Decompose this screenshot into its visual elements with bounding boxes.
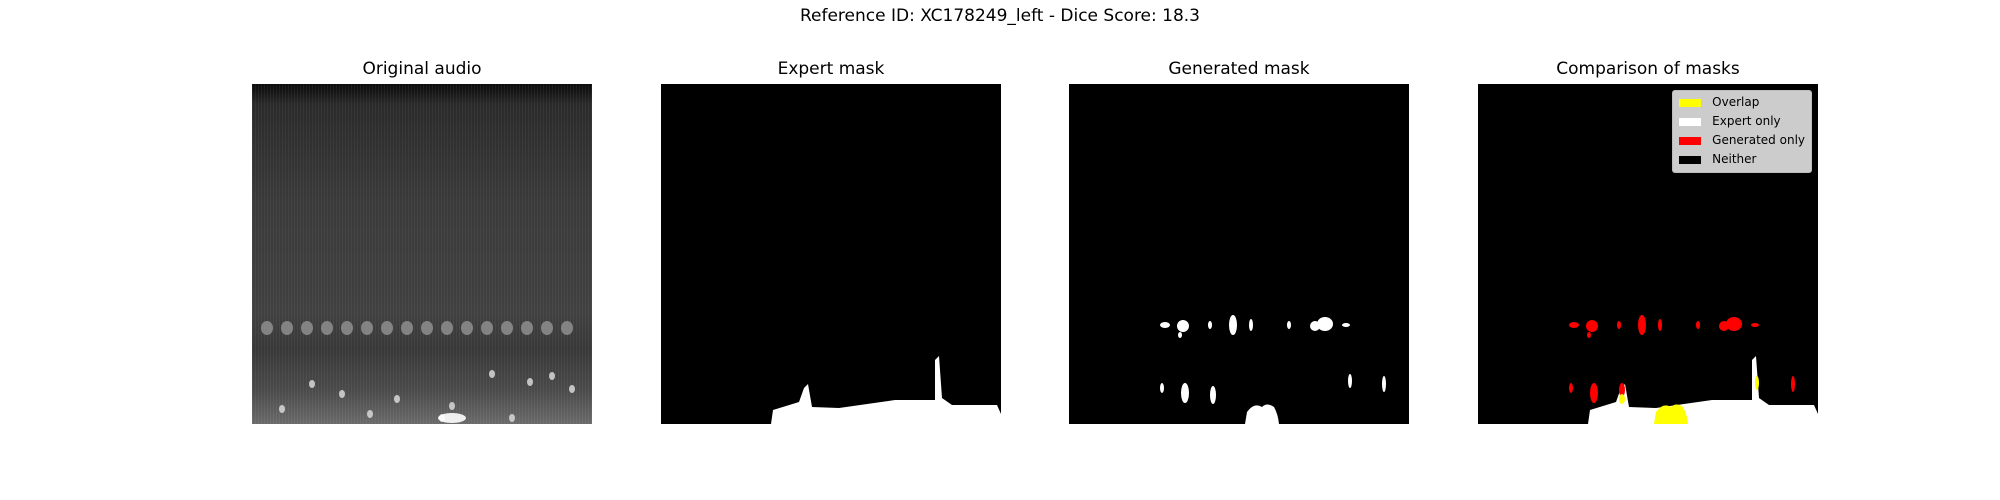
spectrogram-blob <box>361 321 373 335</box>
generated-blob <box>1229 315 1237 335</box>
spectrogram-blob <box>279 405 285 413</box>
generated-only-blob <box>1586 320 1598 332</box>
legend-label-generated-only: Generated only <box>1712 133 1805 147</box>
generated-only-blob <box>1638 315 1646 335</box>
spectrogram-blob <box>321 321 333 335</box>
spectrogram-blob <box>341 321 353 335</box>
generated-blob <box>1178 332 1182 338</box>
spectrogram-blob <box>501 321 513 335</box>
overlap-blob <box>1654 404 1688 424</box>
mask-legend: Overlap Expert only Generated only Neith… <box>1672 90 1812 173</box>
generated-blob <box>1181 383 1189 403</box>
generated-blob <box>1342 323 1350 327</box>
spectrogram-blob <box>481 321 493 335</box>
legend-item-expert-only: Expert only <box>1679 112 1805 131</box>
legend-item-generated-only: Generated only <box>1679 131 1805 150</box>
spectrogram-blob <box>509 414 515 422</box>
generated-only-blob <box>1590 383 1598 403</box>
legend-label-overlap: Overlap <box>1712 95 1760 109</box>
spectrogram-blob <box>521 321 533 335</box>
spectrogram-blob <box>489 370 495 378</box>
panel-title-expert-mask: Expert mask <box>777 59 885 79</box>
generated-only-blob <box>1569 322 1579 328</box>
generated-only-blob <box>1658 319 1662 331</box>
generated-only-blob <box>1587 332 1591 338</box>
spectrogram-events <box>261 321 575 423</box>
generated-blob <box>1208 321 1212 329</box>
generated-only-blob <box>1751 323 1759 327</box>
spectrogram-blob <box>527 378 533 386</box>
overlap-regions <box>1619 376 1759 424</box>
spectrogram-blob <box>401 321 413 335</box>
expert-mask-image <box>661 84 1001 424</box>
generated-blob <box>1160 322 1170 328</box>
spectrogram-blob <box>561 321 573 335</box>
legend-swatch-expert-only <box>1679 117 1702 126</box>
panel-title-generated-mask: Generated mask <box>1168 59 1310 79</box>
generated-only-blob <box>1619 383 1625 397</box>
spectrogram-texture <box>252 84 592 424</box>
generated-blob <box>1382 376 1386 392</box>
generated-blob <box>1287 321 1291 329</box>
original-audio-image <box>252 84 592 424</box>
spectrogram-blob <box>301 321 313 335</box>
legend-swatch-generated-only <box>1679 136 1702 145</box>
expert-mask-region <box>771 356 1001 424</box>
spectrogram-blob <box>421 321 433 335</box>
legend-label-neither: Neither <box>1712 152 1757 166</box>
generated-only-regions <box>1569 315 1795 403</box>
overlap-blob <box>1755 376 1759 390</box>
spectrogram-svg <box>252 84 592 424</box>
legend-item-neither: Neither <box>1679 150 1805 169</box>
spectrogram-blob <box>309 380 315 388</box>
generated-blob <box>1160 383 1164 393</box>
generated-blob <box>1249 319 1253 331</box>
spectrogram-blob <box>449 402 455 410</box>
spectrogram-blob <box>261 321 273 335</box>
generated-blob <box>1245 404 1279 424</box>
generated-blob <box>1210 386 1216 404</box>
spectrogram-blob <box>461 321 473 335</box>
spectrogram-blob <box>339 390 345 398</box>
legend-label-expert-only: Expert only <box>1712 114 1781 128</box>
generated-only-blob <box>1696 321 1700 329</box>
figure-suptitle: Reference ID: XC178249_left - Dice Score… <box>799 6 1200 26</box>
spectrogram-blob <box>281 321 293 335</box>
panel-title-original-audio: Original audio <box>362 59 482 79</box>
generated-mask-image <box>1069 84 1409 424</box>
generated-mask-regions <box>1160 315 1386 424</box>
spectrogram-blob <box>438 413 466 423</box>
comparison-mask-image: Overlap Expert only Generated only Neith… <box>1478 84 1818 424</box>
overlap-blob <box>1619 394 1625 404</box>
spectrogram-blob <box>367 410 373 418</box>
expert-only-region <box>1588 356 1818 424</box>
legend-swatch-overlap <box>1679 98 1702 107</box>
spectrogram-blob <box>569 385 575 393</box>
generated-only-blob <box>1617 321 1621 329</box>
generated-blob <box>1348 374 1352 388</box>
generated-only-blob <box>1569 383 1573 393</box>
generated-blob <box>1177 320 1189 332</box>
legend-swatch-neither <box>1679 155 1702 164</box>
spectrogram-blob <box>441 321 453 335</box>
generated-blob <box>1317 317 1333 331</box>
spectrogram-blob <box>541 321 553 335</box>
generated-only-blob <box>1726 317 1742 331</box>
legend-item-overlap: Overlap <box>1679 93 1805 112</box>
spectrogram-blob <box>381 321 393 335</box>
spectrogram-blob <box>394 395 400 403</box>
panel-title-comparison: Comparison of masks <box>1556 59 1740 79</box>
spectrogram-blob <box>549 372 555 380</box>
generated-only-blob <box>1791 376 1795 392</box>
